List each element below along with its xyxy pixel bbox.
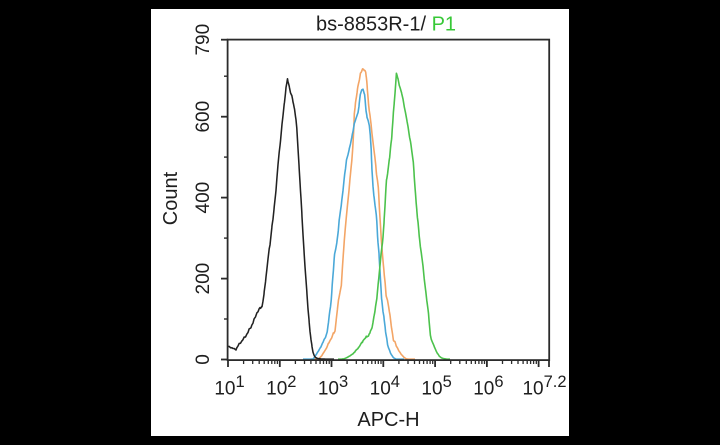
svg-text:790: 790	[193, 24, 214, 56]
svg-text:0: 0	[193, 354, 214, 365]
svg-text:400: 400	[193, 182, 214, 214]
svg-text:600: 600	[193, 101, 214, 133]
svg-text:200: 200	[193, 263, 214, 295]
svg-text:APC-H: APC-H	[357, 409, 419, 431]
svg-text:Count: Count	[160, 171, 182, 225]
svg-text:bs-8853R-1/ P1: bs-8853R-1/ P1	[316, 14, 456, 36]
